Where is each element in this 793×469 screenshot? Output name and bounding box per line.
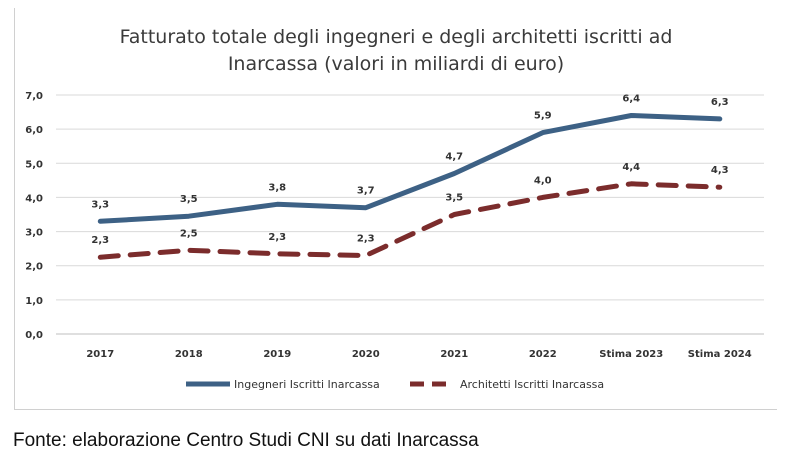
chart-title-line-2: Inarcassa (valori in miliardi di euro) — [228, 53, 564, 75]
y-tick-label: 6,0 — [25, 125, 43, 136]
legend-label: Ingegneri Iscritti Inarcassa — [234, 378, 380, 391]
data-label: 3,5 — [180, 194, 198, 205]
data-label: 5,9 — [534, 111, 552, 122]
x-tick-label: 2018 — [175, 349, 203, 360]
data-label: 6,4 — [622, 93, 640, 104]
x-tick-label: 2022 — [529, 349, 557, 360]
x-tick-label: 2020 — [352, 349, 380, 360]
data-label: 3,7 — [357, 186, 375, 197]
data-label: 2,5 — [180, 228, 198, 239]
data-label: 2,3 — [268, 232, 286, 243]
data-label: 3,3 — [91, 199, 109, 210]
y-tick-label: 0,0 — [25, 330, 43, 341]
source-note: Fonte: elaborazione Centro Studi CNI su … — [13, 430, 479, 451]
data-label: 2,3 — [91, 235, 109, 246]
y-tick-label: 5,0 — [25, 159, 43, 170]
legend-label: Architetti Iscritti Inarcassa — [460, 378, 604, 391]
y-tick-label: 1,0 — [25, 296, 43, 307]
data-label: 4,3 — [711, 165, 729, 176]
data-label: 2,3 — [357, 233, 375, 244]
data-label: 3,5 — [445, 193, 463, 204]
x-tick-label: Stima 2024 — [688, 349, 752, 360]
line-chart: Fatturato totale degli ingegneri e degli… — [25, 26, 764, 391]
y-tick-label: 2,0 — [25, 262, 43, 273]
data-label: 4,7 — [445, 152, 463, 163]
y-tick-label: 3,0 — [25, 228, 43, 239]
series-line-1 — [97, 113, 723, 224]
x-tick-label: 2017 — [86, 349, 114, 360]
series-line-2 — [97, 181, 723, 260]
data-label: 6,3 — [711, 97, 729, 108]
data-label: 4,4 — [622, 162, 640, 173]
y-tick-label: 7,0 — [25, 91, 43, 102]
data-label: 4,0 — [534, 175, 552, 186]
x-tick-label: Stima 2023 — [599, 349, 663, 360]
chart-title-line-1: Fatturato totale degli ingegneri e degli… — [120, 26, 673, 48]
data-label: 3,8 — [268, 182, 286, 193]
chart-frame — [14, 8, 777, 410]
x-tick-label: 2019 — [263, 349, 291, 360]
x-tick-label: 2021 — [440, 349, 468, 360]
y-tick-label: 4,0 — [25, 193, 43, 204]
